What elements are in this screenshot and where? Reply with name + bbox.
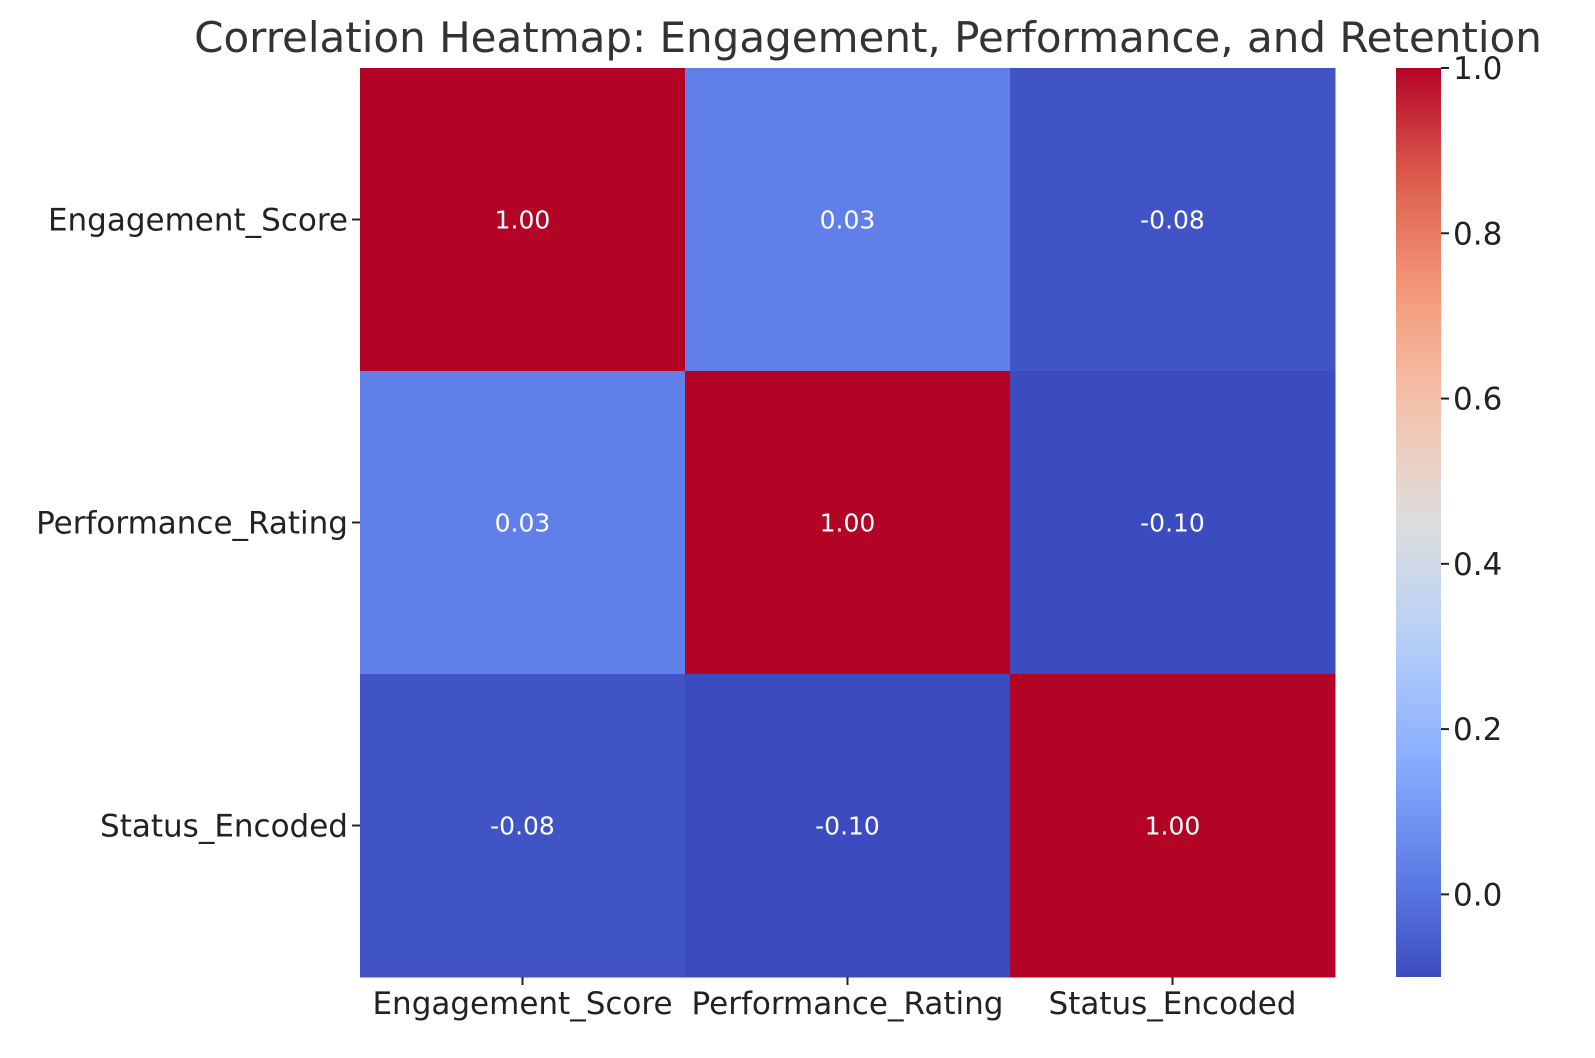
heatmap-grid: 1.00 0.03 -0.08 0.03 1.00 -0.10 -0.08 -0.10 1.00 [360, 68, 1336, 978]
colorbar-tick-label: 0.6 [1453, 382, 1502, 418]
x-tick-label: Performance_Rating [692, 986, 1004, 1022]
colorbar-tick-label: 0.0 [1453, 877, 1502, 913]
cell-value-label: -0.08 [490, 812, 555, 841]
cell-value-label: -0.10 [815, 812, 880, 841]
y-tick-label: Engagement_Score [48, 203, 348, 239]
heatmap-cell [360, 371, 686, 675]
heatmap-cell [1010, 68, 1336, 372]
y-axis: Engagement_Score Performance_Rating Status… [36, 203, 360, 845]
heatmap-cell [685, 68, 1011, 372]
colorbar-gradient [1396, 68, 1441, 977]
cell-value-label: 1.00 [1145, 812, 1201, 841]
heatmap-cell [685, 674, 1011, 978]
heatmap-cell [1010, 371, 1336, 675]
chart-title: Correlation Heatmap: Engagement, Perform… [194, 13, 1542, 62]
x-axis: Engagement_Score Performance_Rating Status… [372, 977, 1296, 1022]
colorbar: 0.0 0.2 0.4 0.6 0.8 1.0 [1396, 51, 1502, 977]
heatmap-cell [685, 371, 1011, 675]
x-tick-label: Engagement_Score [372, 986, 672, 1022]
heatmap-cell [360, 674, 686, 978]
cell-value-label: 1.00 [495, 206, 551, 235]
colorbar-tick-label: 0.8 [1453, 216, 1502, 252]
colorbar-tick-label: 0.2 [1453, 712, 1502, 748]
cell-value-label: 0.03 [820, 206, 876, 235]
cell-value-label: 1.00 [820, 509, 876, 538]
y-tick-label: Performance_Rating [36, 506, 348, 542]
colorbar-tick-label: 1.0 [1453, 51, 1502, 87]
cell-value-label: -0.10 [1140, 509, 1205, 538]
y-tick-label: Status_Encoded [100, 809, 348, 845]
cell-value-label: -0.08 [1140, 206, 1205, 235]
x-tick-label: Status_Encoded [1049, 986, 1297, 1022]
heatmap-cell [360, 68, 686, 372]
heatmap-cell [1010, 674, 1336, 978]
cell-value-label: 0.03 [495, 509, 551, 538]
colorbar-tick-label: 0.4 [1453, 547, 1502, 583]
